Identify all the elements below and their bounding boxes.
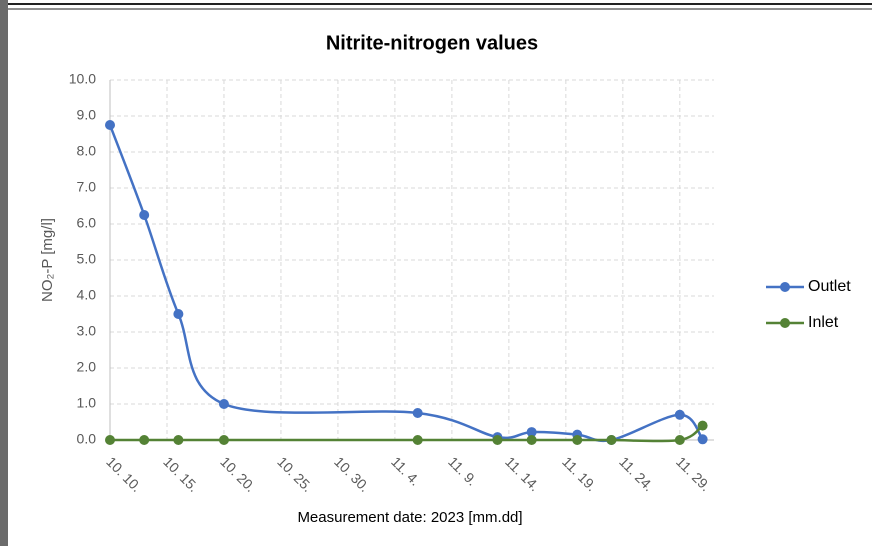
- y-tick-label: 3.0: [77, 323, 97, 339]
- y-tick-label: 8.0: [77, 143, 97, 159]
- x-tick-label: 10. 30.: [331, 453, 373, 495]
- data-point: [173, 309, 184, 319]
- data-point: [697, 420, 708, 431]
- legend-swatch: [780, 282, 790, 292]
- y-tick-label: 0.0: [77, 431, 97, 447]
- x-tick-label: 10. 20.: [217, 453, 259, 495]
- legend-label: Inlet: [808, 314, 839, 331]
- x-tick-label: 10. 10.: [103, 453, 145, 495]
- data-point: [139, 210, 150, 220]
- y-tick-label: 5.0: [77, 251, 97, 267]
- data-point: [606, 435, 617, 445]
- x-tick-label: 11. 19.: [559, 453, 600, 494]
- legend-label: Outlet: [808, 278, 851, 295]
- y-tick-label: 1.0: [77, 395, 97, 411]
- data-point: [697, 434, 708, 445]
- y-tick-label: 4.0: [77, 287, 97, 303]
- data-point: [218, 399, 229, 409]
- data-point: [674, 409, 685, 420]
- legend-swatch: [780, 318, 790, 328]
- data-point: [139, 435, 150, 445]
- data-point: [105, 435, 115, 445]
- data-point: [492, 435, 503, 445]
- y-tick-label: 9.0: [77, 107, 97, 123]
- x-tick-label: 10. 15.: [160, 453, 202, 495]
- data-point: [526, 427, 537, 438]
- x-tick-label: 11. 14.: [502, 453, 543, 494]
- x-tick-label: 11. 29.: [673, 453, 714, 494]
- data-point: [412, 435, 423, 445]
- data-point: [412, 408, 423, 418]
- chart-title: Nitrite-nitrogen values: [326, 32, 538, 54]
- x-axis-title: Measurement date: 2023 [mm.dd]: [297, 509, 522, 526]
- x-tick-label: 10. 25.: [274, 453, 316, 495]
- y-tick-label: 6.0: [77, 215, 97, 231]
- y-tick-label: 2.0: [77, 359, 97, 375]
- x-tick-label: 11. 9.: [445, 453, 480, 488]
- y-tick-label: 10.0: [69, 71, 96, 87]
- data-point: [218, 435, 229, 445]
- data-point: [105, 120, 115, 130]
- data-point: [572, 435, 583, 445]
- left-edge: [0, 0, 8, 546]
- data-point: [674, 435, 685, 445]
- x-tick-label: 11. 4.: [388, 453, 423, 488]
- data-point: [526, 435, 537, 445]
- series-line: [108, 124, 704, 443]
- y-axis-title: NO₂-P [mg/l]: [39, 218, 56, 302]
- x-tick-label: 11. 24.: [616, 453, 657, 494]
- y-tick-label: 7.0: [77, 179, 97, 195]
- data-point: [173, 435, 184, 445]
